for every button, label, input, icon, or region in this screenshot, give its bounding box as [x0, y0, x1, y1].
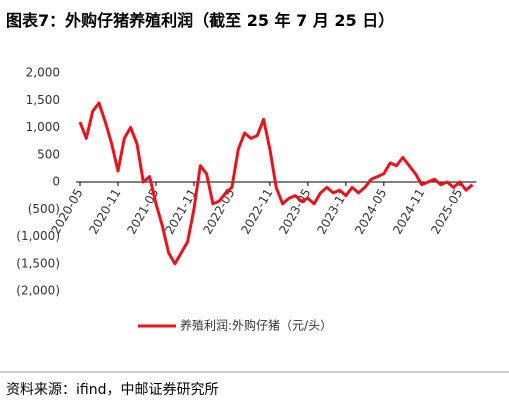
x-tick-label: 2022-05: [200, 186, 237, 236]
legend-label: 养殖利润:外购仔猪（元/头）: [180, 318, 332, 333]
y-tick-label: 2,000: [26, 66, 60, 80]
x-tick-label: 2024-11: [390, 186, 427, 236]
source: 资料来源：ifind，中邮证券研究所: [6, 382, 218, 398]
x-tick-label: 2020-11: [86, 186, 123, 236]
y-tick-label: (1,000): [16, 229, 60, 243]
y-tick-label: 1,000: [26, 120, 60, 134]
y-tick-label: (1,500): [16, 256, 60, 270]
x-tick-label: 2022-11: [238, 186, 275, 236]
x-tick-label: 2025-05: [428, 186, 465, 236]
line: [78, 101, 474, 266]
chart-title: 图表7：外购仔猪养殖利润（截至 25 年 7 月 25 日）: [6, 11, 394, 30]
y-tick-label: 500: [37, 147, 60, 161]
y-tick-label: (2,000): [16, 284, 60, 298]
y-tick-label: (500): [28, 202, 60, 216]
x-tick-label: 2023-05: [276, 186, 313, 236]
y-tick-label: 1,500: [26, 93, 60, 107]
x-tick-label: 2021-05: [124, 186, 161, 236]
y-tick-label: 0: [52, 175, 60, 189]
